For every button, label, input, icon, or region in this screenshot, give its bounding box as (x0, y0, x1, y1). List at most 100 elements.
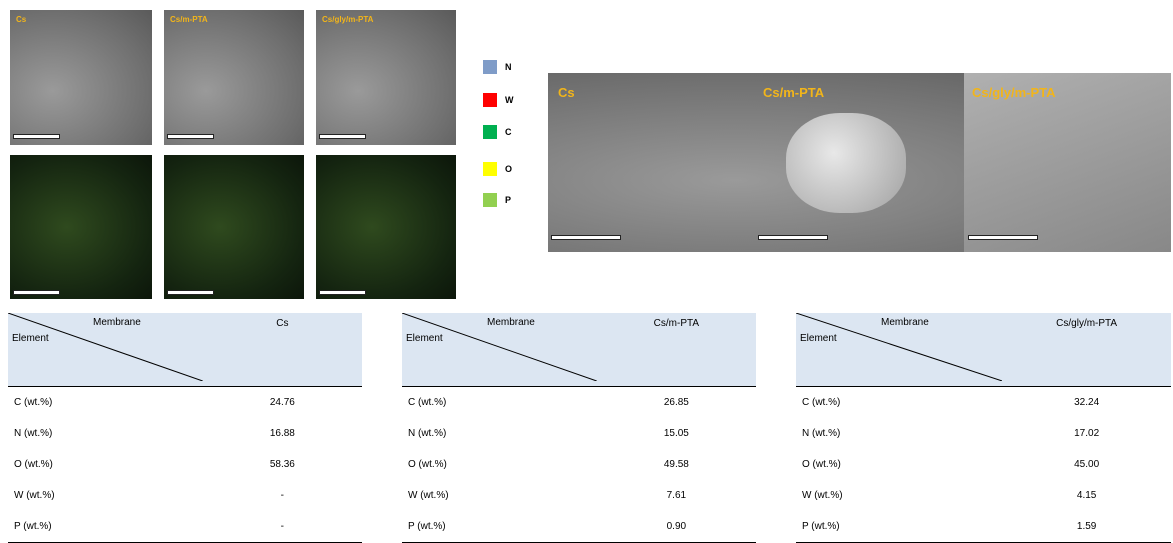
scale-bar (13, 290, 60, 295)
large-sem-image: Cs Cs/m-PTA Cs/gly/m-PTA (548, 73, 1171, 252)
membrane-header: Membrane (93, 317, 141, 328)
element-cell: C (wt.%) (402, 387, 597, 419)
image-label: Cs (16, 15, 26, 24)
eds-map (10, 155, 152, 299)
particle (786, 113, 906, 213)
element-cell: O (wt.%) (796, 449, 1002, 480)
sem-image: Cs (10, 10, 152, 145)
header-row: Membrane Element Cs/m-PTA (402, 313, 756, 387)
data-row: N (wt.%)15.05 (402, 418, 756, 449)
eds-map (164, 155, 304, 299)
element-cell: N (wt.%) (8, 418, 203, 449)
data-row: C (wt.%)24.76 (8, 387, 362, 419)
data-row: P (wt.%)0.90 (402, 511, 756, 543)
value-cell: 49.58 (597, 449, 756, 480)
bar (758, 235, 828, 240)
value-cell: 7.61 (597, 480, 756, 511)
data-row: N (wt.%)16.88 (8, 418, 362, 449)
header-cell: Cs/m-PTA (597, 313, 756, 387)
sem-image: Cs/gly/m-PTA (316, 10, 456, 145)
sample-header: Cs (276, 318, 288, 329)
element-cell: O (wt.%) (402, 449, 597, 480)
scale-bar (167, 134, 214, 139)
value-cell: 17.02 (1002, 418, 1171, 449)
legend-label: N (505, 62, 512, 72)
value-cell: 4.15 (1002, 480, 1171, 511)
bar (551, 235, 621, 240)
header-row: Membrane Element Cs (8, 313, 362, 387)
value-cell: 24.76 (203, 387, 362, 419)
element-cell: C (wt.%) (8, 387, 203, 419)
element-cell: N (wt.%) (402, 418, 597, 449)
data-table: Membrane Element Cs/gly/m-PTA C (wt.%)32.24… (796, 313, 1171, 543)
element-cell: P (wt.%) (8, 511, 203, 543)
element-cell: O (wt.%) (8, 449, 203, 480)
header-cell: Membrane Element (402, 313, 597, 387)
legend-swatch (483, 93, 497, 107)
image-label: Cs/m-PTA (170, 15, 208, 24)
value-cell: 1.59 (1002, 511, 1171, 543)
scale-bar (319, 290, 366, 295)
legend-label: C (505, 127, 512, 137)
value-cell: 16.88 (203, 418, 362, 449)
sample-header: Cs/gly/m-PTA (1056, 318, 1117, 329)
legend-label: W (505, 95, 514, 105)
header-cell: Cs (203, 313, 362, 387)
value-cell: 32.24 (1002, 387, 1171, 419)
element-cell: W (wt.%) (402, 480, 597, 511)
value-cell: 0.90 (597, 511, 756, 543)
legend-swatch (483, 162, 497, 176)
header-cell: Membrane Element (8, 313, 203, 387)
element-header: Element (406, 333, 443, 344)
image-label: Cs (558, 85, 575, 100)
data-row: C (wt.%)26.85 (402, 387, 756, 419)
image-label: Cs/gly/m-PTA (322, 15, 373, 24)
value-cell: 15.05 (597, 418, 756, 449)
membrane-header: Membrane (487, 317, 535, 328)
value-cell: 26.85 (597, 387, 756, 419)
legend-swatch (483, 125, 497, 139)
data-row: W (wt.%)4.15 (796, 480, 1171, 511)
element-cell: P (wt.%) (796, 511, 1002, 543)
header-row: Membrane Element Cs/gly/m-PTA (796, 313, 1171, 387)
legend-label: P (505, 195, 511, 205)
eds-map (316, 155, 456, 299)
legend-swatch (483, 193, 497, 207)
value-cell: - (203, 511, 362, 543)
element-cell: N (wt.%) (796, 418, 1002, 449)
scale-bar (319, 134, 366, 139)
element-cell: W (wt.%) (8, 480, 203, 511)
sample-header: Cs/m-PTA (654, 318, 699, 329)
image-label: Cs/gly/m-PTA (972, 85, 1056, 100)
data-row: O (wt.%)49.58 (402, 449, 756, 480)
value-cell: 45.00 (1002, 449, 1171, 480)
data-row: O (wt.%)45.00 (796, 449, 1171, 480)
scale-bar (167, 290, 214, 295)
data-row: O (wt.%)58.36 (8, 449, 362, 480)
value-cell: - (203, 480, 362, 511)
bar (968, 235, 1038, 240)
header-cell: Membrane Element (796, 313, 1002, 387)
data-row: P (wt.%)1.59 (796, 511, 1171, 543)
element-header: Element (800, 333, 837, 344)
legend-label: O (505, 164, 512, 174)
data-row: W (wt.%)7.61 (402, 480, 756, 511)
scale-bar (13, 134, 60, 139)
value-cell: 58.36 (203, 449, 362, 480)
image-label: Cs/m-PTA (763, 85, 824, 100)
element-cell: P (wt.%) (402, 511, 597, 543)
data-row: W (wt.%)- (8, 480, 362, 511)
data-row: C (wt.%)32.24 (796, 387, 1171, 419)
element-header: Element (12, 333, 49, 344)
legend-swatch (483, 60, 497, 74)
figure: {"small_sem_labels":["Cs","Cs/m-PTA","Cs… (0, 0, 1173, 533)
element-cell: C (wt.%) (796, 387, 1002, 419)
page: body{margin:0;width:1173px;height:533px;… (0, 0, 1173, 533)
sem-image: Cs/m-PTA (164, 10, 304, 145)
data-row: P (wt.%)- (8, 511, 362, 543)
data-row: N (wt.%)17.02 (796, 418, 1171, 449)
membrane-header: Membrane (881, 317, 929, 328)
element-cell: W (wt.%) (796, 480, 1002, 511)
